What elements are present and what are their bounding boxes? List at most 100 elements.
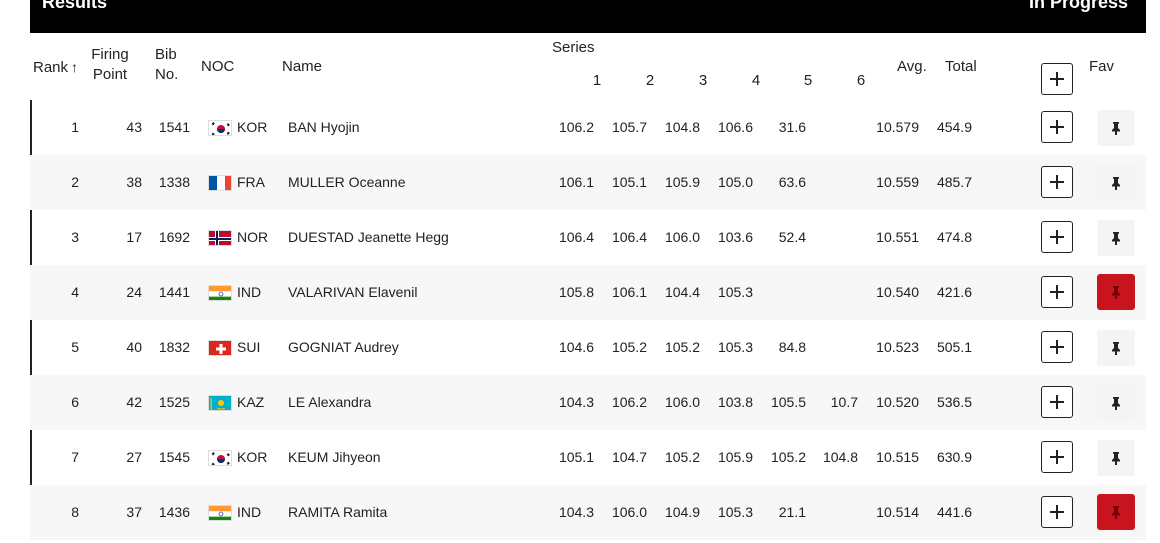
results-header-bar: Results In Progress (30, 0, 1146, 33)
pin-icon (1112, 122, 1120, 135)
series-1-cell: 106.2 (558, 119, 594, 135)
favorite-pin-button[interactable] (1097, 220, 1135, 256)
series-3-cell: 104.9 (664, 504, 700, 520)
total-cell: 441.6 (936, 504, 972, 520)
expand-row-button[interactable] (1041, 276, 1073, 308)
series-1-cell: 104.3 (558, 504, 594, 520)
series-1-header: 1 (592, 72, 602, 89)
total-cell: 505.1 (936, 339, 972, 355)
table-row[interactable]: 2 38 1338 FRA MULLER Oceanne 106.1 105.1 105.9 1… (30, 155, 1146, 210)
firing-point-cell: 40 (126, 339, 142, 355)
series-4-cell: 105.3 (717, 284, 753, 300)
series-3-cell: 105.2 (664, 339, 700, 355)
series-1-cell: 104.6 (558, 339, 594, 355)
pin-icon (1112, 342, 1120, 355)
avg-cell: 10.579 (876, 119, 919, 135)
plus-icon (1050, 395, 1064, 409)
name-header: Name (282, 58, 323, 75)
table-row[interactable]: 6 42 1525 KAZ LE Alexandra 104.3 106.2 106.0 103… (30, 375, 1146, 430)
favorite-pin-button[interactable] (1097, 274, 1135, 310)
bib-cell: 1545 (158, 449, 190, 465)
series-2-cell: 105.7 (611, 119, 647, 135)
table-row[interactable]: 8 37 1436 IND RAMITA Ramita 104.3 106.0 104.9 10… (30, 485, 1146, 540)
table-row[interactable]: 4 24 1441 IND VALARIVAN Elavenil 105.8 106.1 10… (30, 265, 1146, 320)
athlete-name-cell: KEUM Jihyeon (288, 449, 381, 465)
bib-header-line2: No. (155, 66, 179, 83)
rank-cell: 6 (71, 394, 79, 410)
expand-row-button[interactable] (1041, 111, 1073, 143)
series-4-cell: 105.9 (717, 449, 753, 465)
bib-cell: 1436 (158, 504, 190, 520)
bib-cell: 1541 (158, 119, 190, 135)
total-cell: 474.8 (936, 229, 972, 245)
favorite-pin-button[interactable] (1097, 330, 1135, 366)
series-2-cell: 104.7 (611, 449, 647, 465)
sui-flag-icon (208, 340, 232, 356)
favorite-pin-button[interactable] (1097, 440, 1135, 476)
fav-header: Fav (1089, 58, 1115, 75)
avg-cell: 10.540 (876, 284, 919, 300)
avg-header: Avg. (897, 58, 927, 75)
series-1-cell: 104.3 (558, 394, 594, 410)
series-3-cell: 105.9 (664, 174, 700, 190)
series-5-cell: 105.5 (770, 394, 806, 410)
plus-icon (1050, 230, 1064, 244)
firing-point-cell: 37 (126, 504, 142, 520)
noc-cell: IND (237, 284, 262, 300)
plus-icon (1050, 505, 1064, 519)
firing-point-cell: 43 (126, 119, 142, 135)
favorite-pin-button[interactable] (1097, 385, 1135, 421)
table-row[interactable]: 1 43 1541 KOR BAN Hyojin 106.2 105.7 104.8 106.6… (30, 100, 1146, 155)
noc-cell: SUI (237, 339, 261, 355)
expand-row-button[interactable] (1041, 331, 1073, 363)
rank-cell: 4 (71, 284, 79, 300)
bib-header-line1: Bib (155, 46, 177, 63)
bib-cell: 1338 (158, 174, 190, 190)
expand-row-button[interactable] (1041, 386, 1073, 418)
nor-flag-icon (208, 230, 232, 246)
table-row[interactable]: 7 27 1545 KOR KEUM Jihyeon 105.1 104.7 105.2 105… (30, 430, 1146, 485)
series-4-cell: 105.0 (717, 174, 753, 190)
noc-cell: NOR (237, 229, 269, 245)
plus-icon (1050, 340, 1064, 354)
series-2-cell: 105.1 (611, 174, 647, 190)
table-row[interactable]: 5 40 1832 SUI GOGNIAT Audrey 104.6 105.2 105.2 1… (30, 320, 1146, 375)
rank-cell: 2 (71, 174, 79, 190)
noc-cell: KAZ (237, 394, 265, 410)
favorite-pin-button[interactable] (1097, 494, 1135, 530)
ind-flag-icon (208, 285, 232, 301)
series-2-cell: 106.1 (611, 284, 647, 300)
series-5-cell: 105.2 (770, 449, 806, 465)
expand-row-button[interactable] (1041, 166, 1073, 198)
table-row[interactable]: 3 17 1692 NOR DUESTAD Jeanette Hegg 106.4 106.… (30, 210, 1146, 265)
favorite-pin-button[interactable] (1097, 165, 1135, 201)
firing-point-cell: 38 (126, 174, 142, 190)
pin-icon (1112, 506, 1120, 519)
expand-row-button[interactable] (1041, 221, 1073, 253)
firing-point-cell: 42 (126, 394, 142, 410)
athlete-name-cell: GOGNIAT Audrey (288, 339, 399, 355)
expand-row-button[interactable] (1041, 441, 1073, 473)
series-2-cell: 106.4 (611, 229, 647, 245)
rank-cell: 7 (71, 449, 79, 465)
firing-point-header: Firing Point (86, 45, 134, 85)
firing-point-header-line2: Point (92, 66, 128, 83)
bib-header: Bib No. (155, 45, 178, 85)
athlete-name-cell: DUESTAD Jeanette Hegg (288, 229, 449, 245)
kor-flag-icon (208, 450, 232, 466)
row-edge-marker (30, 430, 32, 485)
firing-point-header-line1: Firing (91, 46, 129, 63)
expand-all-button[interactable] (1041, 63, 1073, 95)
bib-cell: 1832 (158, 339, 190, 355)
series-5-cell: 84.8 (778, 339, 806, 355)
series-6-header: 6 (856, 72, 866, 89)
noc-cell: KOR (237, 449, 268, 465)
rank-header[interactable]: Rank ↑ (33, 57, 78, 78)
bib-cell: 1692 (158, 229, 190, 245)
kaz-flag-icon (208, 395, 232, 411)
expand-row-button[interactable] (1041, 496, 1073, 528)
avg-cell: 10.514 (876, 504, 919, 520)
arrow-up-icon[interactable]: ↑ (71, 59, 79, 75)
athlete-name-cell: RAMITA Ramita (288, 504, 388, 520)
favorite-pin-button[interactable] (1097, 110, 1135, 146)
